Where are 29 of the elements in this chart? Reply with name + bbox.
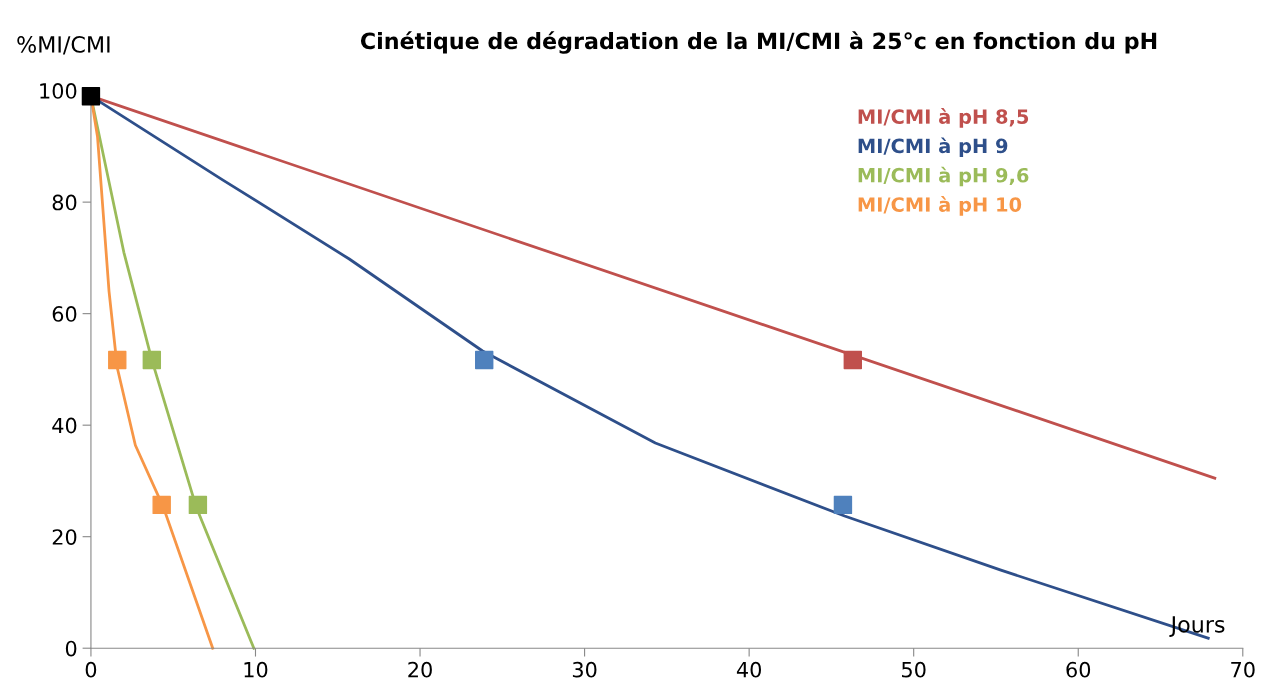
chart-title: Cinétique de dégradation de la MI/CMI à 25°c en fonction du pH [360, 31, 1157, 54]
x-tick-label: 30 [572, 661, 597, 678]
point [152, 495, 171, 515]
y-axis-title: %MI/CMI [17, 36, 110, 55]
x-tick-label: 0 [85, 661, 97, 678]
y-tick-label: 80 [52, 194, 77, 211]
point [833, 495, 853, 515]
y-tick-label: 100 [40, 83, 77, 99]
text: MI/CMI à pH 10 [858, 196, 1022, 216]
x-tick-label: 60 [1066, 661, 1091, 678]
point [843, 350, 863, 370]
y-tick-label: 20 [52, 529, 77, 545]
x-tick-label: 10 [244, 661, 268, 678]
point [188, 495, 208, 515]
point [108, 350, 127, 370]
y-tick-label: 0 [65, 640, 77, 657]
x-tick-label: 50 [902, 661, 926, 678]
x-axis-title: Jours [1169, 616, 1225, 637]
point [475, 350, 494, 370]
point [142, 350, 162, 370]
point [81, 86, 101, 106]
text: MI/CMI à pH 8,5 [858, 108, 1029, 128]
x-tick-label: 20 [408, 661, 432, 678]
text: MI/CMI à pH 9,6 [858, 166, 1029, 187]
y-tick-label: 60 [52, 306, 77, 322]
text: MI/CMI à pH 9 [858, 137, 1008, 158]
y-tick-label: 40 [52, 417, 77, 434]
x-tick-label: 70 [1231, 661, 1255, 678]
x-tick-label: 40 [736, 661, 762, 678]
